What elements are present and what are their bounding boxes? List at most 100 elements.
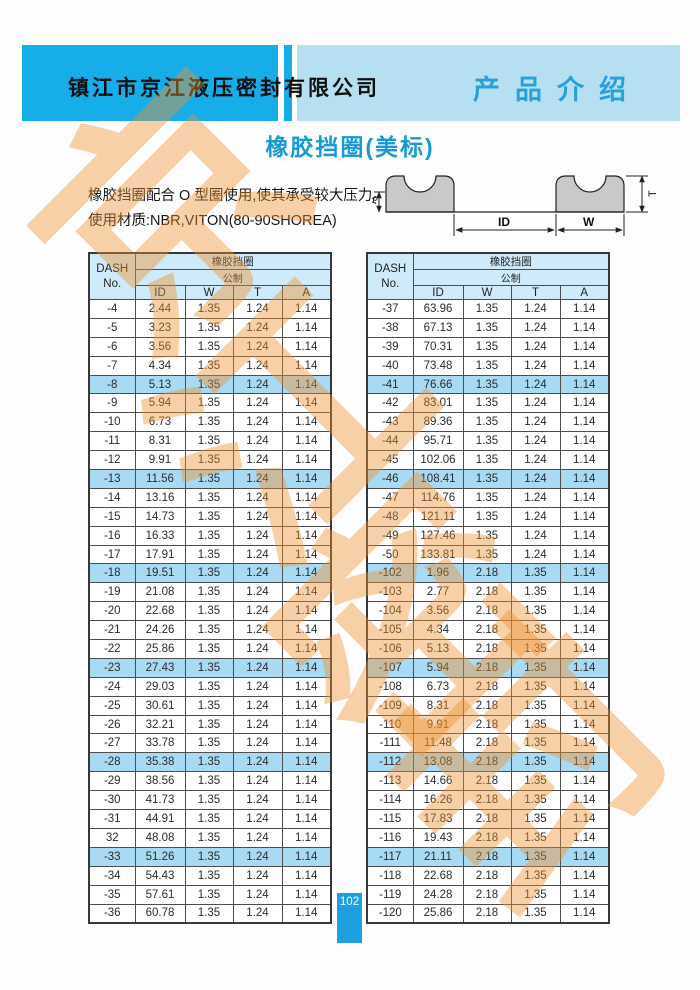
value-cell: 27.43 [134,657,186,678]
value-cell: 1.24 [232,884,283,905]
table-row: -7 4.34 1.35 1.24 1.14 [88,355,332,376]
value-cell: 1.24 [232,525,283,546]
dash-no-cell: -111 [366,733,414,754]
table-row: -42 83.01 1.35 1.24 1.14 [366,393,610,414]
dash-no-cell: -12 [88,450,136,471]
value-cell: 17.91 [134,544,186,565]
table-row: -110 9.91 2.18 1.35 1.14 [366,714,610,735]
value-cell: 76.66 [412,374,464,395]
value-cell: 1.35 [184,809,234,829]
table-row: -34 54.43 1.35 1.24 1.14 [88,865,332,886]
value-cell: 1.35 [462,299,512,319]
value-cell: 35.38 [134,752,186,773]
value-cell: 1.14 [281,809,332,829]
value-cell: 8.31 [134,431,186,452]
value-cell: 2.18 [462,563,512,584]
value-cell: 13.08 [412,752,464,773]
dash-no-cell: -47 [366,487,414,508]
value-cell: 1.35 [510,620,561,641]
value-cell: 1.24 [510,431,561,452]
value-cell: 95.71 [412,431,464,452]
header-light-band [297,45,680,121]
col-header-a: A [559,285,610,300]
value-cell: 1.35 [510,809,561,829]
value-cell: 83.01 [412,393,464,414]
value-cell: 1.35 [184,299,234,319]
value-cell: 1.14 [559,657,610,678]
dash-table-left: DASH No. 橡胶挡圈 公制 ID W T A -4 2.44 1.35 1.24… [88,252,332,925]
value-cell: 1.35 [184,865,234,886]
table-row: -5 3.23 1.35 1.24 1.14 [88,317,332,338]
value-cell: 1.14 [281,582,332,603]
dash-no-cell: -36 [88,903,136,924]
value-cell: 1.35 [462,431,512,452]
value-cell: 17.83 [412,809,464,829]
value-cell: 1.35 [184,317,234,338]
value-cell: 1.24 [232,412,283,433]
value-cell: 1.24 [232,374,283,395]
value-cell: 3.56 [134,336,186,357]
table-row: -117 21.11 2.18 1.35 1.14 [366,846,610,867]
value-cell: 133.81 [412,544,464,565]
value-cell: 57.61 [134,884,186,905]
value-cell: 1.24 [232,846,283,867]
value-cell: 1.14 [281,771,332,792]
value-cell: 1.24 [232,299,283,319]
value-cell: 2.18 [462,865,512,886]
value-cell: 1.14 [559,355,610,376]
value-cell: 1.24 [232,393,283,414]
table-row: -22 25.86 1.35 1.24 1.14 [88,639,332,659]
value-cell: 16.33 [134,525,186,546]
value-cell: 1.24 [510,506,561,527]
value-cell: 1.14 [559,771,610,792]
value-cell: 1.24 [232,733,283,754]
table-row: -104 3.56 2.18 1.35 1.14 [366,601,610,622]
dash-no-cell: -28 [88,752,136,773]
col-header-id: ID [134,285,186,300]
value-cell: 5.94 [134,393,186,414]
value-cell: 1.24 [232,469,283,489]
value-cell: 1.14 [281,601,332,622]
dash-no-header: DASH No. [366,252,414,300]
value-cell: 1.24 [232,771,283,792]
value-cell: 1.35 [510,639,561,659]
header-dark-band [22,45,278,121]
value-cell: 1.35 [184,903,234,924]
dash-no-cell: -19 [88,582,136,603]
value-cell: 1.35 [184,695,234,716]
value-cell: 1.14 [281,393,332,414]
value-cell: 1.35 [510,884,561,905]
dash-no-cell: -15 [88,506,136,527]
dash-header-line1: DASH [96,262,129,275]
table-row: -107 5.94 2.18 1.35 1.14 [366,657,610,678]
value-cell: 70.31 [412,336,464,357]
value-cell: 1.35 [462,544,512,565]
table-row: -118 22.68 2.18 1.35 1.14 [366,865,610,886]
value-cell: 1.24 [510,469,561,489]
value-cell: 1.14 [281,544,332,565]
dash-no-cell: -11 [88,431,136,452]
value-cell: 1.14 [559,676,610,697]
table-row: -46 108.41 1.35 1.24 1.14 [366,469,610,489]
dash-no-cell: -24 [88,676,136,697]
value-cell: 1.24 [232,431,283,452]
value-cell: 21.08 [134,582,186,603]
value-cell: 1.14 [281,336,332,357]
value-cell: 1.35 [510,582,561,603]
value-cell: 1.35 [184,582,234,603]
table-body-right: -37 63.96 1.35 1.24 1.14 -38 67.13 1.35 1.24 1.14… [366,299,610,924]
table-row: -49 127.46 1.35 1.24 1.14 [366,525,610,546]
value-cell: 1.35 [462,487,512,508]
value-cell: 1.35 [184,563,234,584]
table-row: -44 95.71 1.35 1.24 1.14 [366,431,610,452]
value-cell: 16.26 [412,790,464,811]
value-cell: 1.14 [281,299,332,319]
value-cell: 1.14 [559,620,610,641]
value-cell: 25.86 [134,639,186,659]
dash-no-cell: -8 [88,374,136,395]
value-cell: 1.14 [281,412,332,433]
value-cell: 1.24 [510,487,561,508]
value-cell: 44.91 [134,809,186,829]
table-row: -102 1.96 2.18 1.35 1.14 [366,563,610,584]
